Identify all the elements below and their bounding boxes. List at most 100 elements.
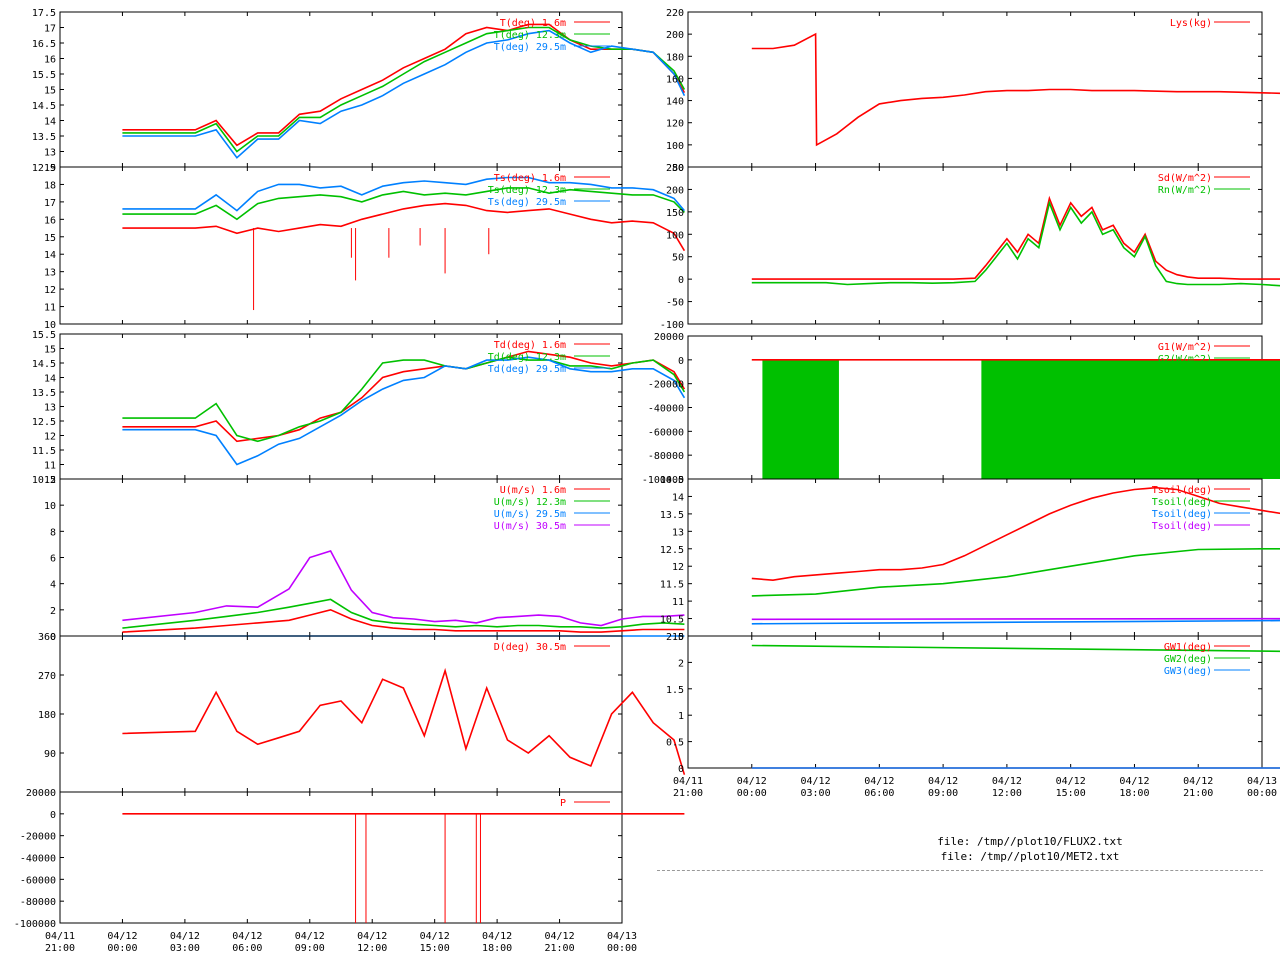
ytick-label: 13 [672, 527, 684, 538]
ytick-label: 11 [44, 461, 56, 472]
ytick-label: 10.5 [660, 615, 684, 626]
xtick-right-time: 09:00 [928, 788, 958, 799]
panel-rad [687, 166, 1280, 325]
legend-entry: Sd(W/m^2) [1158, 173, 1212, 184]
legend-entry: Rn(W/m^2) [1158, 185, 1212, 196]
ytick-label: 15 [44, 233, 56, 244]
ytick-label: 80 [672, 163, 684, 174]
ytick-label: 12 [44, 285, 56, 296]
xtick-left-date: 04/12 [482, 931, 512, 942]
g2-band [981, 359, 1280, 479]
ytick-label: 14 [44, 374, 56, 385]
xtick-right-date: 04/12 [864, 776, 894, 787]
ytick-label: 17 [44, 24, 56, 35]
ytick-label: 18 [44, 180, 56, 191]
divider [657, 870, 1263, 871]
ytick-label: 6 [50, 554, 56, 565]
xtick-left-time: 09:00 [295, 943, 325, 954]
legend-entry: U(m/s) 12.3m [494, 497, 566, 508]
ytick-label: 13 [44, 268, 56, 279]
xtick-left-date: 04/12 [295, 931, 325, 942]
ytick-label: 15.5 [32, 70, 56, 81]
ytick-label: 10 [44, 320, 56, 331]
xtick-left-time: 00:00 [107, 943, 137, 954]
xtick-left-time: 03:00 [170, 943, 200, 954]
series-line-rad-1 [751, 200, 1280, 287]
ytick-label: 14 [44, 250, 56, 261]
series-line-td-2 [122, 356, 686, 466]
file-path-flux: file: /tmp//plot10/FLUX2.txt [937, 835, 1123, 848]
ytick-label: 14.5 [32, 359, 56, 370]
ytick-label: 15.5 [32, 330, 56, 341]
ytick-label: 12 [44, 475, 56, 486]
ytick-label: -100 [660, 320, 684, 331]
ytick-label: 12 [672, 562, 684, 573]
ytick-label: 220 [666, 8, 684, 19]
ytick-label: 2 [50, 606, 56, 617]
ytick-label: 0 [678, 356, 684, 367]
ytick-label: 360 [38, 632, 56, 643]
xtick-left-time: 18:00 [482, 943, 512, 954]
xtick-right-date: 04/12 [928, 776, 958, 787]
xtick-left-time: 12:00 [357, 943, 387, 954]
series-line-tsoil-0 [751, 486, 1280, 582]
legend-entry: G2(W/m^2) [1158, 354, 1212, 365]
ytick-label: 13.5 [660, 510, 684, 521]
legend-entry: U(m/s) 30.5m [494, 521, 566, 532]
series-line-dir-0 [122, 667, 686, 775]
ytick-label: 13 [44, 403, 56, 414]
ytick-label: 12 [44, 432, 56, 443]
file-paths: file: /tmp//plot10/FLUX2.txt file: /tmp/… [880, 834, 1180, 864]
xtick-right-time: 12:00 [992, 788, 1022, 799]
series-line-rad-0 [751, 195, 1280, 280]
ytick-label: 180 [666, 52, 684, 63]
ytick-label: -40000 [20, 854, 56, 865]
ytick-label: 11.5 [32, 446, 56, 457]
ytick-label: -80000 [20, 897, 56, 908]
xtick-left-date: 04/11 [45, 931, 75, 942]
xtick-left-time: 00:00 [607, 943, 637, 954]
ytick-label: 16 [44, 215, 56, 226]
ytick-label: -20000 [20, 832, 56, 843]
ytick-label: 16 [44, 55, 56, 66]
ytick-label: 10 [672, 632, 684, 643]
series-line-temp-1 [122, 26, 686, 153]
ytick-label: 14 [672, 492, 684, 503]
ytick-label: 200 [666, 30, 684, 41]
legend-entry: T(deg) 29.5m [494, 42, 566, 53]
ytick-label: 13 [44, 148, 56, 159]
ytick-label: 14.5 [660, 475, 684, 486]
ytick-label: 2.5 [666, 632, 684, 643]
panel-wind [59, 478, 685, 637]
ytick-label: 0 [50, 810, 56, 821]
ytick-label: 8 [50, 527, 56, 538]
ytick-label: 100 [666, 141, 684, 152]
ytick-label: 2 [678, 658, 684, 669]
legend-entry: GW2(deg) [1164, 654, 1212, 665]
ytick-label: -100000 [14, 919, 56, 930]
ytick-label: 13.5 [32, 132, 56, 143]
series-line-tsoil-2 [751, 619, 1280, 625]
legend-entry: D(deg) 30.5m [494, 642, 566, 653]
xtick-right-date: 04/12 [1119, 776, 1149, 787]
ytick-label: 12.5 [32, 417, 56, 428]
legend-entry: T(deg) 12.3m [494, 30, 566, 41]
xtick-right-time: 00:00 [737, 788, 767, 799]
ytick-label: 11 [672, 597, 684, 608]
file-path-met: file: /tmp//plot10/MET2.txt [940, 850, 1120, 863]
legend-entry: GW1(deg) [1164, 642, 1212, 653]
xtick-left-date: 04/12 [545, 931, 575, 942]
ytick-label: 150 [666, 208, 684, 219]
legend-entry: U(m/s) 1.6m [500, 485, 566, 496]
ytick-label: 11 [44, 303, 56, 314]
legend-entry: Tsoil(deg) [1152, 509, 1212, 520]
ytick-label: -20000 [648, 380, 684, 391]
ytick-label: 17 [44, 198, 56, 209]
xtick-left-date: 04/12 [232, 931, 262, 942]
ytick-label: 14.5 [32, 101, 56, 112]
xtick-right-date: 04/12 [1183, 776, 1213, 787]
ytick-label: 0 [678, 764, 684, 775]
legend-entry: U(m/s) 29.5m [494, 509, 566, 520]
series-line-wind-3 [122, 550, 685, 627]
ytick-label: 19 [44, 163, 56, 174]
